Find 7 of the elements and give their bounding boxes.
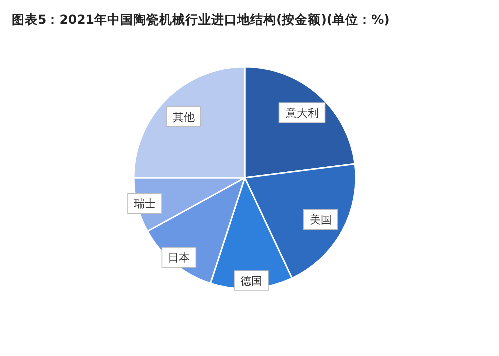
slice-label: 美国: [310, 214, 332, 227]
slice-label: 其他: [172, 110, 195, 124]
slice-label: 德国: [240, 275, 262, 288]
title: 图表5：2021年中国陶瓷机械行业进口地结构(按金额)(单位：%): [12, 12, 390, 27]
slice-label: 意大利: [284, 107, 319, 120]
slice-label: 日本: [168, 252, 190, 265]
slice-label: 瑞士: [134, 198, 156, 211]
